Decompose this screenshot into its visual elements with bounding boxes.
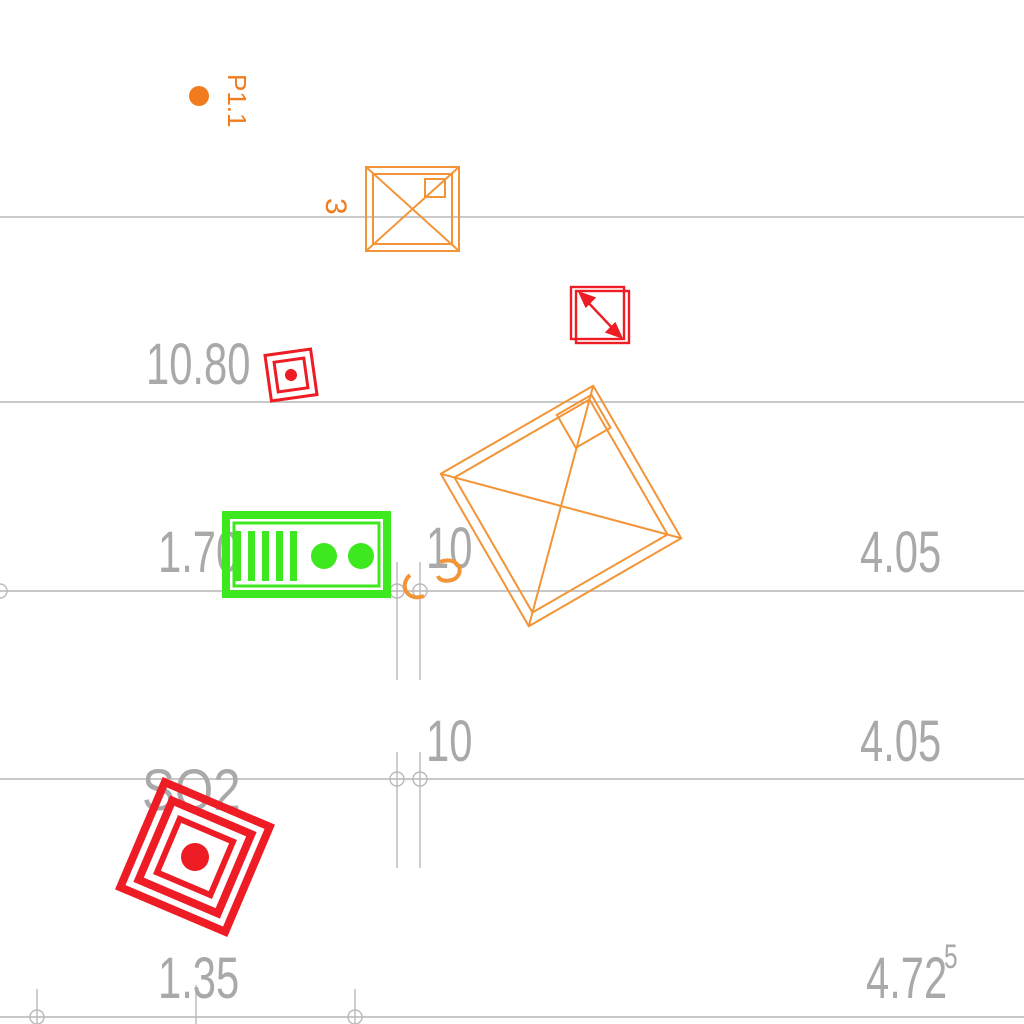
red-detector-icon-small[interactable] xyxy=(263,347,319,403)
extension-lines-center xyxy=(195,562,421,1024)
point-tag-label: P1.1 xyxy=(222,74,252,128)
dim-row3-right: 4.05 xyxy=(860,708,941,773)
point-marker-icon[interactable] xyxy=(189,86,209,106)
dim-row4-left: 1.35 xyxy=(158,945,239,1010)
light-fixture-icon-rotated[interactable] xyxy=(439,384,683,628)
dim-row2-mid: 10 xyxy=(426,515,472,580)
dim-row4-right-superscript: 5 xyxy=(944,938,958,976)
gas-sensor-icon[interactable] xyxy=(115,777,275,937)
fixture-marker-center-icon xyxy=(402,558,462,600)
control-panel-icon[interactable] xyxy=(222,511,391,598)
light-fixture-icon-upper[interactable] xyxy=(365,166,460,252)
red-device-icon-arrows[interactable] xyxy=(569,285,631,345)
dim-row3-left-fragment: 5 xyxy=(0,675,1,740)
dim-row2-right: 4.05 xyxy=(860,519,941,584)
fixture-marker-upper: 3 xyxy=(319,198,352,215)
dim-row4-right: 4.72 xyxy=(866,945,947,1010)
dim-row1-left: 10.80 xyxy=(146,331,250,396)
dim-row3-mid: 10 xyxy=(426,708,472,773)
